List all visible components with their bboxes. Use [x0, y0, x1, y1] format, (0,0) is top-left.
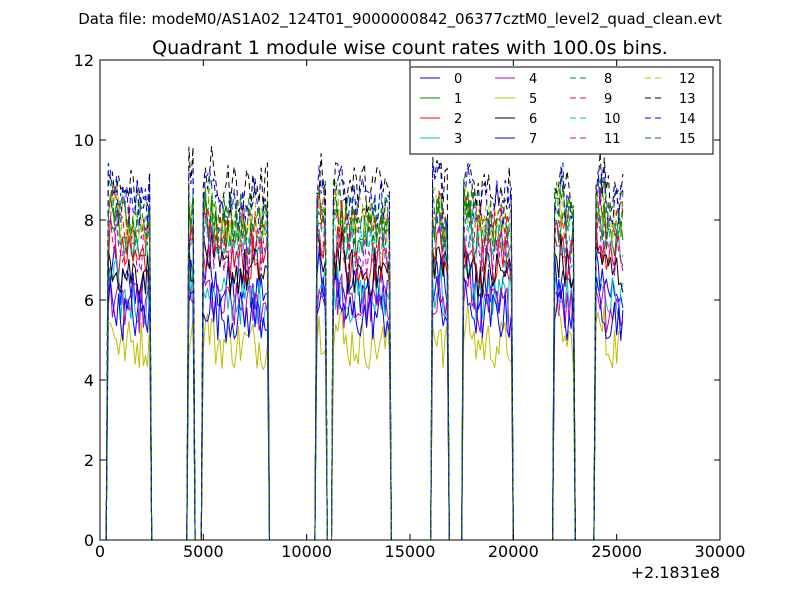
x-offset-label: +2.1831e8 [631, 563, 720, 582]
series-line-7 [100, 274, 624, 541]
legend-label-4: 4 [529, 72, 537, 87]
legend-label-0: 0 [454, 72, 462, 87]
x-tick-label: 15000 [385, 542, 436, 561]
legend-label-6: 6 [529, 112, 537, 127]
legend-box [409, 66, 714, 155]
series-line-6 [100, 230, 624, 541]
legend-label-10: 10 [604, 112, 621, 127]
legend-label-15: 15 [679, 132, 696, 147]
y-tick-label: 12 [74, 51, 94, 70]
legend-label-9: 9 [604, 92, 612, 107]
legend-label-2: 2 [454, 112, 462, 127]
legend-label-14: 14 [679, 112, 696, 127]
y-tick-label: 2 [84, 451, 94, 470]
data-file-label: Data file: modeM0/AS1A02_124T01_90000008… [78, 10, 722, 29]
series-line-4 [100, 267, 624, 541]
x-tick-label: 25000 [591, 542, 642, 561]
y-tick-label: 0 [84, 531, 94, 550]
x-tick-label: 30000 [695, 542, 746, 561]
series-line-1 [100, 195, 624, 541]
series-line-10 [100, 204, 624, 541]
y-tick-label: 4 [84, 371, 94, 390]
legend-label-12: 12 [679, 72, 696, 87]
legend-label-7: 7 [529, 132, 537, 147]
series-line-5 [100, 302, 624, 541]
x-tick-label: 0 [95, 542, 105, 561]
y-tick-label: 6 [84, 291, 94, 310]
legend-label-13: 13 [679, 92, 696, 107]
series-line-14 [100, 162, 624, 541]
x-tick-label: 5000 [183, 542, 224, 561]
chart-title: Quadrant 1 module wise count rates with … [152, 37, 668, 59]
legend-label-1: 1 [454, 92, 462, 107]
legend-label-8: 8 [604, 72, 612, 87]
series-line-13 [100, 146, 624, 541]
legend-label-3: 3 [454, 132, 462, 147]
x-axis: 0 5000 10000 15000 20000 25000 30000 [95, 60, 746, 561]
y-tick-label: 8 [84, 211, 94, 230]
series-layer [100, 146, 624, 541]
x-tick-label: 20000 [488, 542, 539, 561]
series-line-11 [100, 210, 624, 541]
x-tick-label: 10000 [281, 542, 332, 561]
legend-label-5: 5 [529, 92, 537, 107]
y-tick-label: 10 [74, 131, 94, 150]
series-line-8 [100, 174, 624, 541]
legend-label-11: 11 [604, 132, 621, 147]
